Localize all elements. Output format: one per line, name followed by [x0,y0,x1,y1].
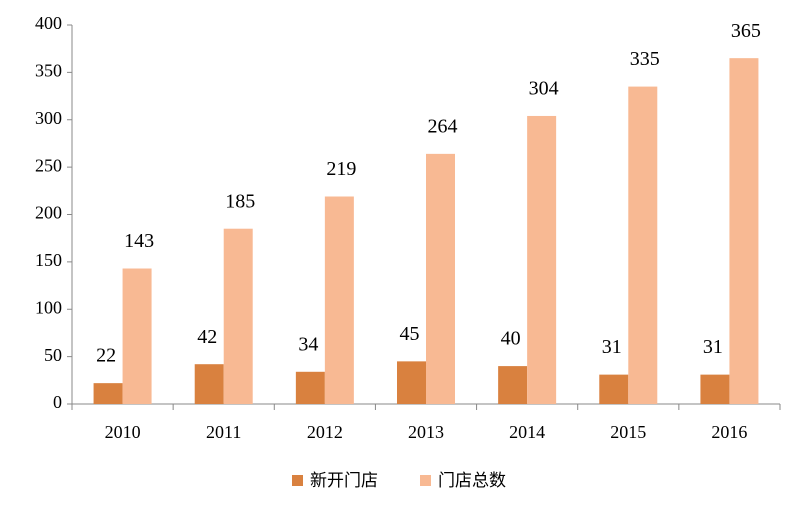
legend-swatch [292,475,303,486]
data-label: 31 [602,336,622,358]
data-label: 45 [400,323,420,345]
y-tick-label: 100 [35,297,62,317]
bar [223,228,253,404]
data-label: 304 [529,78,559,100]
legend-label: 门店总数 [438,471,506,491]
data-label: 34 [298,333,318,355]
bar [194,364,224,404]
bar [397,361,426,404]
data-label: 40 [501,328,521,350]
data-label: 219 [326,158,356,180]
legend: 新开门店 门店总数 [292,471,506,491]
bar [426,153,455,404]
bar [498,366,528,404]
bar [700,374,730,404]
bar [93,383,123,404]
data-label: 185 [225,190,255,212]
x-tick-label: 2014 [509,422,545,442]
x-tick-label: 2015 [610,422,646,442]
x-tick-label: 2010 [105,422,141,442]
data-label: 22 [96,345,116,367]
y-tick-label: 350 [35,61,62,81]
x-tick-label: 2012 [307,422,343,442]
data-label: 31 [703,336,723,358]
y-tick-label: 0 [53,392,62,412]
bar [324,196,354,404]
y-tick-label: 400 [35,13,62,33]
bar [729,58,759,404]
data-label: 143 [124,230,154,252]
x-tick-label: 2011 [206,422,241,442]
y-tick-label: 50 [44,345,62,365]
y-tick-label: 150 [35,250,62,270]
data-label: 42 [197,326,217,348]
y-tick-label: 200 [35,203,62,223]
y-tick-label: 250 [35,155,62,175]
legend-swatch [420,475,431,486]
x-tick-label: 2016 [711,422,747,442]
legend-label: 新开门店 [310,471,378,491]
data-label: 335 [630,48,660,70]
data-label: 365 [731,20,761,42]
bar [599,374,629,404]
bar [295,371,325,404]
x-tick-label: 2013 [408,422,444,442]
data-label: 264 [428,115,458,137]
y-tick-label: 300 [35,108,62,128]
bar [527,115,557,405]
bar [628,86,658,405]
bar [122,268,152,404]
